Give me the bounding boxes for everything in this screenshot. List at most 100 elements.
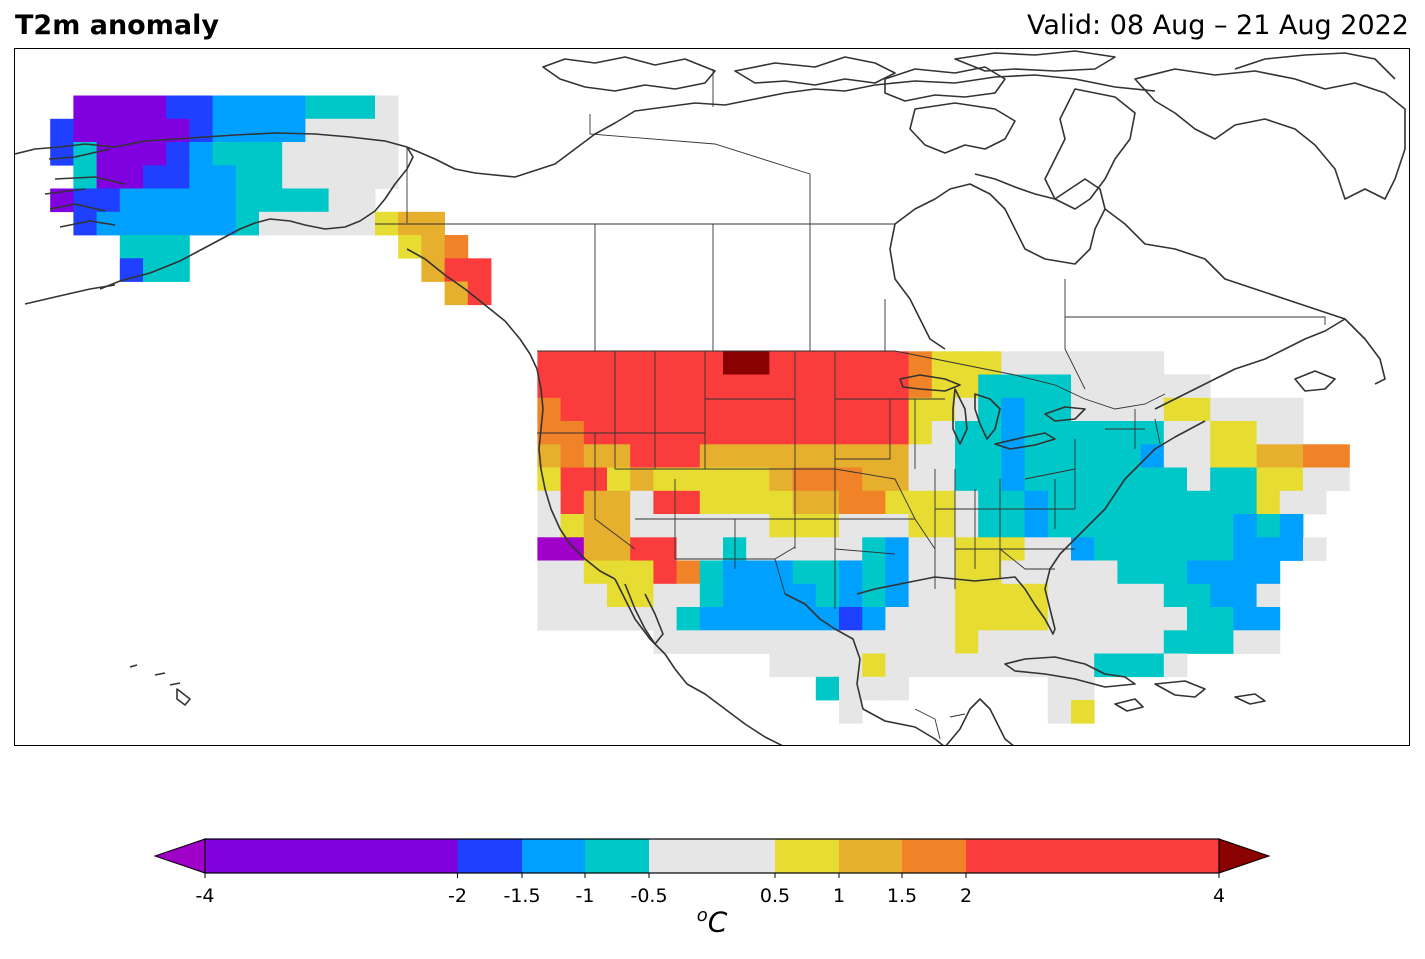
anomaly-cell <box>1117 630 1141 654</box>
anomaly-cell <box>607 351 631 375</box>
anomaly-cell <box>862 351 886 375</box>
anomaly-cell <box>1071 421 1095 445</box>
anomaly-cell <box>676 351 701 375</box>
anomaly-cell <box>1001 653 1025 678</box>
anomaly-cell <box>1094 537 1118 561</box>
anomaly-cell <box>607 490 631 515</box>
anomaly-cell <box>235 118 260 143</box>
anomaly-cell <box>1140 630 1165 654</box>
anomaly-cell <box>1024 490 1049 515</box>
valid-period: Valid: 08 Aug – 21 Aug 2022 <box>1026 10 1409 41</box>
anomaly-cell <box>1233 444 1257 468</box>
anomaly-cell <box>1163 444 1188 468</box>
anomaly-cell <box>862 537 886 561</box>
anomaly-cell <box>143 211 167 236</box>
anomaly-cell <box>769 560 793 585</box>
anomaly-cell <box>1001 444 1025 468</box>
anomaly-cell <box>1001 607 1025 631</box>
anomaly-cell <box>1279 490 1304 515</box>
anomaly-cell <box>931 653 956 678</box>
anomaly-cell <box>1233 467 1257 492</box>
anomaly-cell <box>537 607 561 631</box>
anomaly-cell <box>375 95 399 120</box>
anomaly-cell <box>839 351 863 375</box>
anomaly-cell <box>1024 607 1049 631</box>
anomaly-cell <box>259 95 283 120</box>
anomaly-grid <box>50 95 1350 724</box>
anomaly-cell <box>166 211 190 236</box>
colorbar-tick-label: -2 <box>448 885 467 907</box>
anomaly-cell <box>166 142 190 166</box>
anomaly-cell <box>1140 490 1165 515</box>
anomaly-cell <box>467 258 492 282</box>
anomaly-cell <box>560 583 585 608</box>
anomaly-cell <box>862 490 886 515</box>
anomaly-cell <box>1256 630 1281 654</box>
anomaly-cell <box>955 421 979 445</box>
anomaly-cell <box>955 583 979 608</box>
anomaly-cell <box>1047 374 1072 399</box>
anomaly-cell <box>676 583 701 608</box>
colorbar-bin <box>205 839 458 873</box>
anomaly-cell <box>583 514 608 538</box>
anomaly-cell <box>351 211 376 236</box>
anomaly-cell <box>815 630 840 654</box>
anomaly-cell <box>839 374 863 399</box>
anomaly-cell <box>699 444 724 468</box>
anomaly-cell <box>1117 374 1141 399</box>
anomaly-cell <box>1233 490 1257 515</box>
anomaly-cell <box>653 560 677 585</box>
anomaly-cell <box>931 537 956 561</box>
anomaly-cell <box>1279 467 1304 492</box>
anomaly-cell <box>653 467 677 492</box>
anomaly-cell <box>143 95 167 120</box>
anomaly-cell <box>862 653 886 678</box>
anomaly-cell <box>653 374 677 399</box>
anomaly-cell <box>328 118 353 143</box>
colorbar-unit-label: oC <box>696 905 728 939</box>
anomaly-cell <box>1326 444 1350 468</box>
anomaly-cell <box>537 560 561 585</box>
anomaly-cell <box>560 490 585 515</box>
anomaly-cell <box>1233 514 1257 538</box>
anomaly-cell <box>189 211 213 236</box>
anomaly-cell <box>699 397 724 422</box>
anomaly-cell <box>978 630 1002 654</box>
anomaly-cell <box>815 560 840 585</box>
anomaly-cell <box>699 630 724 654</box>
anomaly-cell <box>792 467 817 492</box>
anomaly-cell <box>73 211 97 236</box>
anomaly-cell <box>143 258 167 282</box>
anomaly-cell <box>908 397 933 422</box>
anomaly-cell <box>560 514 585 538</box>
anomaly-cell <box>1071 351 1095 375</box>
anomaly-cell <box>119 118 144 143</box>
anomaly-cell <box>1001 514 1025 538</box>
anomaly-cell <box>1163 560 1188 585</box>
anomaly-cell <box>1024 421 1049 445</box>
anomaly-cell <box>815 653 840 678</box>
anomaly-cell <box>1163 421 1188 445</box>
anomaly-cell <box>699 351 724 375</box>
colorbar-bin <box>775 839 839 873</box>
anomaly-cell <box>212 188 237 213</box>
anomaly-map <box>15 50 1406 745</box>
anomaly-cell <box>676 630 701 654</box>
anomaly-cell <box>885 444 909 468</box>
anomaly-cell <box>607 607 631 631</box>
anomaly-cell <box>862 560 886 585</box>
anomaly-cell <box>1303 537 1327 561</box>
anomaly-cell <box>1001 490 1025 515</box>
anomaly-cell <box>305 118 329 143</box>
anomaly-cell <box>282 142 306 166</box>
anomaly-cell <box>955 351 979 375</box>
anomaly-cell <box>282 165 306 189</box>
anomaly-cell <box>839 421 863 445</box>
anomaly-cell <box>1279 444 1304 468</box>
anomaly-cell <box>908 421 933 445</box>
anomaly-cell <box>537 583 561 608</box>
anomaly-cell <box>537 467 561 492</box>
anomaly-cell <box>931 421 956 445</box>
anomaly-cell <box>583 351 608 375</box>
anomaly-cell <box>1279 421 1304 445</box>
